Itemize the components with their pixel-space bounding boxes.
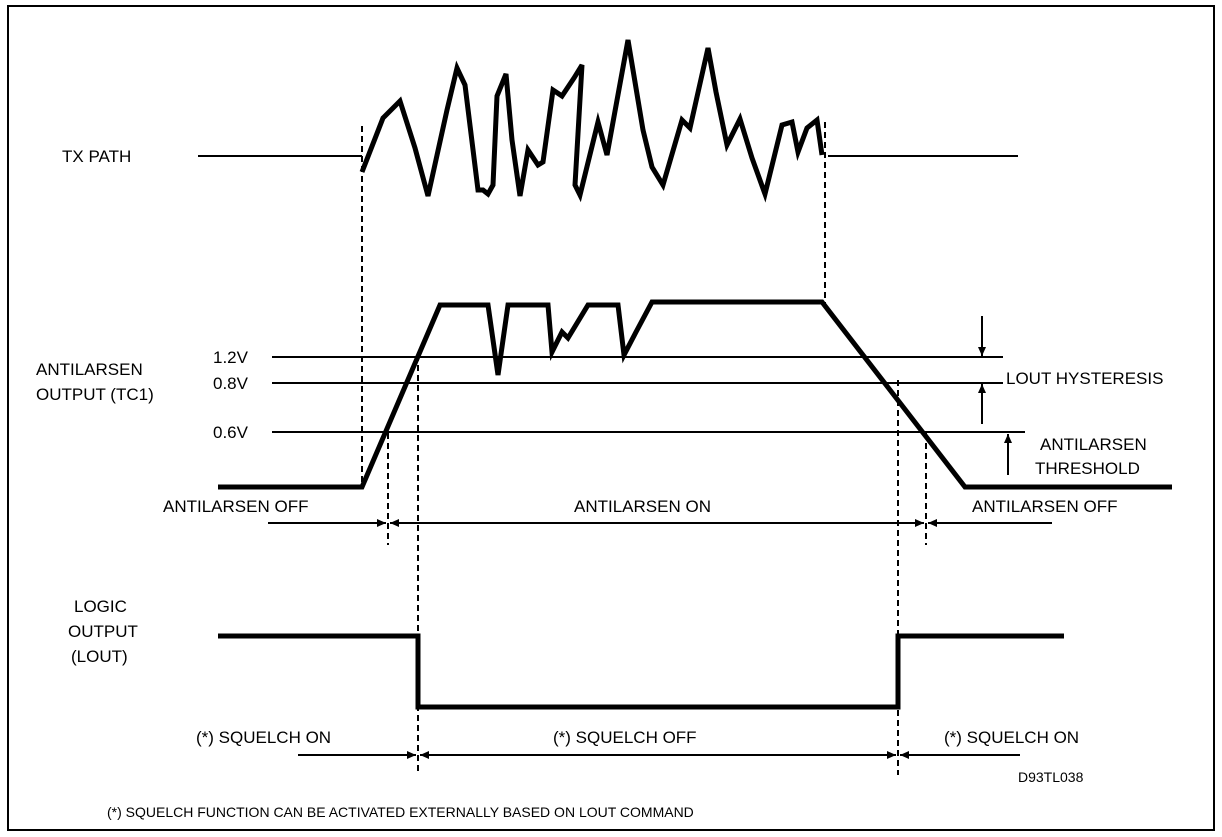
figure-code: D93TL038	[1018, 769, 1084, 785]
level-label-1-2v: 1.2V	[213, 348, 249, 367]
level-label-0-6v: 0.6V	[213, 423, 249, 442]
logic-output-label-3: (LOUT)	[71, 647, 128, 666]
antilarsen-off-left-label: ANTILARSEN OFF	[163, 497, 308, 516]
level-label-0-8v: 0.8V	[213, 374, 249, 393]
squelch-on-right-label: (*) SQUELCH ON	[944, 728, 1079, 747]
logic-output-label-2: OUTPUT	[68, 622, 138, 641]
antilarsen-output-waveform	[218, 299, 1172, 490]
squelch-on-left-label: (*) SQUELCH ON	[196, 728, 331, 747]
logic-output-label-1: LOGIC	[74, 597, 127, 616]
footnote: (*) SQUELCH FUNCTION CAN BE ACTIVATED EX…	[107, 804, 694, 820]
squelch-off-label: (*) SQUELCH OFF	[553, 728, 697, 747]
antilarsen-off-right-label: ANTILARSEN OFF	[972, 497, 1117, 516]
antilarsen-output-label-1: ANTILARSEN	[36, 360, 143, 379]
tx-path-signal	[359, 39, 825, 203]
antilarsen-threshold-label-1: ANTILARSEN	[1040, 435, 1147, 454]
antilarsen-output-label-2: OUTPUT (TC1)	[36, 385, 154, 404]
antilarsen-on-label: ANTILARSEN ON	[574, 497, 711, 516]
antilarsen-threshold-label-2: THRESHOLD	[1035, 459, 1140, 478]
tx-path-label: TX PATH	[62, 147, 131, 166]
logic-output-waveform	[218, 633, 1064, 710]
lout-hysteresis-label: LOUT HYSTERESIS	[1006, 369, 1163, 388]
diagram-frame	[7, 5, 1215, 831]
